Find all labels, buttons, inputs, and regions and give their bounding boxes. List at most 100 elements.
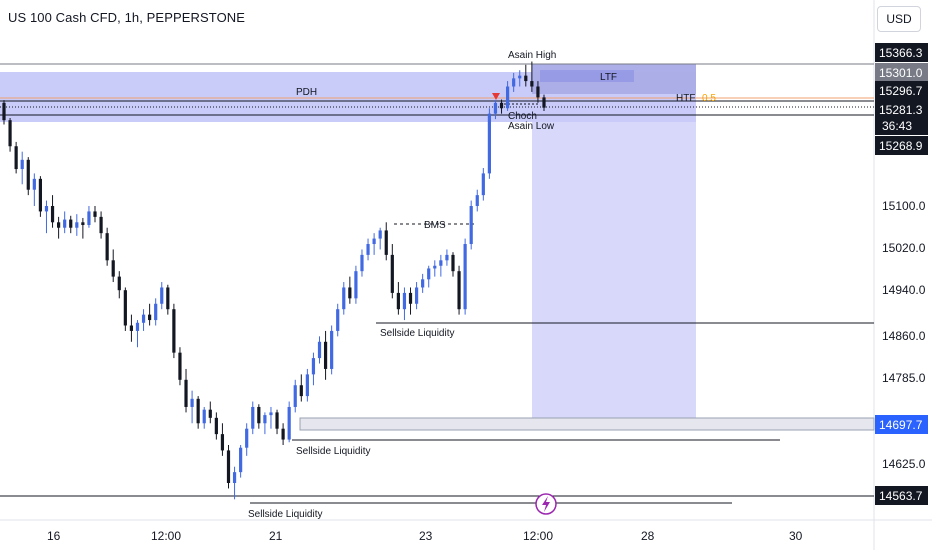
currency-selector-button[interactable]: USD [877, 6, 921, 32]
candle-body [166, 287, 170, 310]
candle-body [63, 219, 67, 228]
chart-title: US 100 Cash CFD, 1h, PEPPERSTONE [8, 10, 246, 25]
price-tag [875, 486, 928, 505]
candle-body [178, 352, 182, 380]
candle-body [317, 341, 322, 359]
price-tag-label: 15296.7 [879, 84, 923, 98]
candle-body [439, 260, 443, 266]
candle-body [469, 206, 473, 245]
candle-body [427, 268, 431, 280]
price-axis[interactable]: 15100.0 15020.0 14940.0 14860.0 14785.0 … [882, 199, 926, 471]
price-tag-label: 15268.9 [879, 139, 923, 153]
candle-body [99, 216, 103, 234]
time-tick: 16 [47, 529, 61, 543]
time-tick: 28 [641, 529, 655, 543]
time-tick: 12:00 [523, 529, 553, 543]
time-tick: 23 [419, 529, 433, 543]
candle-body [226, 450, 231, 484]
ltf-label: LTF [600, 72, 617, 83]
candle-body [542, 97, 546, 108]
price-tag [875, 81, 928, 100]
sellside-label-3: Sellside Liquidity [248, 509, 323, 520]
candle-body [499, 102, 504, 109]
time-tick: 30 [789, 529, 803, 543]
candle-body [232, 472, 237, 484]
candle-body [323, 341, 328, 369]
price-tag [875, 63, 928, 82]
price-tag-label: 15281.3 [879, 103, 923, 117]
candle-body [372, 238, 376, 245]
candle-body [202, 409, 206, 424]
candle-body [493, 102, 498, 114]
bms-label: BMS [424, 220, 446, 231]
candle-body [530, 81, 534, 87]
candle-body [93, 211, 97, 217]
candle-body [396, 292, 400, 310]
candle-body [360, 254, 364, 272]
candle-body [275, 412, 279, 429]
price-tag [875, 415, 928, 434]
candle-body [445, 254, 449, 261]
candle-body [14, 146, 18, 170]
price-tag-label: 15366.3 [879, 46, 923, 60]
candle-body [251, 406, 255, 429]
time-axis[interactable]: 16 12:00 21 23 12:00 28 30 [47, 529, 803, 543]
price-tag-label: 14697.7 [879, 418, 923, 432]
candle-body [402, 292, 407, 310]
candle-body [505, 86, 510, 109]
candle-body [26, 159, 30, 190]
asian-high-label: Asain High [508, 50, 556, 61]
pdh-label: PDH [296, 87, 317, 98]
asian-low-label: Asain Low [508, 121, 555, 132]
price-tag [875, 43, 928, 62]
price-tags: 15366.3 15301.0 15296.7 15281.3 36:43 15… [875, 43, 928, 505]
candle-body [518, 75, 522, 79]
price-tag-label: 15301.0 [879, 66, 923, 80]
candle-body [239, 447, 243, 473]
candle-body [154, 303, 158, 321]
candles [2, 61, 546, 500]
candle-body [384, 230, 388, 255]
candle-body [257, 406, 261, 424]
current-price-tag [875, 100, 928, 135]
sell-arrow-icon [492, 93, 500, 100]
time-tick: 12:00 [151, 529, 181, 543]
candle-body [214, 417, 218, 435]
ltf-inner-box [540, 70, 634, 82]
price-tick: 14625.0 [882, 457, 926, 471]
price-tick: 15020.0 [882, 241, 926, 255]
candle-body [20, 159, 24, 170]
candle-body [451, 254, 455, 272]
price-tick: 14785.0 [882, 371, 926, 385]
lightning-icon [542, 496, 550, 512]
candle-body [141, 314, 146, 323]
demand-zone [299, 417, 875, 431]
candle-body [463, 244, 467, 310]
candle-body [293, 385, 297, 407]
candle-body [69, 219, 73, 228]
candle-body [305, 374, 309, 397]
candle-body [336, 309, 340, 331]
candle-body [57, 222, 61, 228]
candle-body [457, 271, 461, 310]
candle-body [38, 178, 43, 212]
price-tick: 14940.0 [882, 283, 926, 297]
candle-body [129, 325, 134, 331]
candle-body [421, 279, 425, 288]
candle-body [75, 222, 79, 228]
candle-body [220, 434, 225, 451]
fib-level-label: 0.5 [702, 93, 716, 104]
candle-body [512, 78, 516, 87]
candle-body [475, 195, 479, 206]
candle-body [208, 409, 212, 418]
candle-body [348, 287, 352, 299]
candle-body [408, 292, 413, 304]
candle-body [342, 287, 346, 310]
candle-body [44, 206, 49, 212]
candle-body [269, 412, 273, 416]
candle-body [366, 244, 370, 255]
sellside-label-1: Sellside Liquidity [380, 328, 455, 339]
candle-body [536, 86, 540, 98]
candle-body [111, 260, 115, 277]
